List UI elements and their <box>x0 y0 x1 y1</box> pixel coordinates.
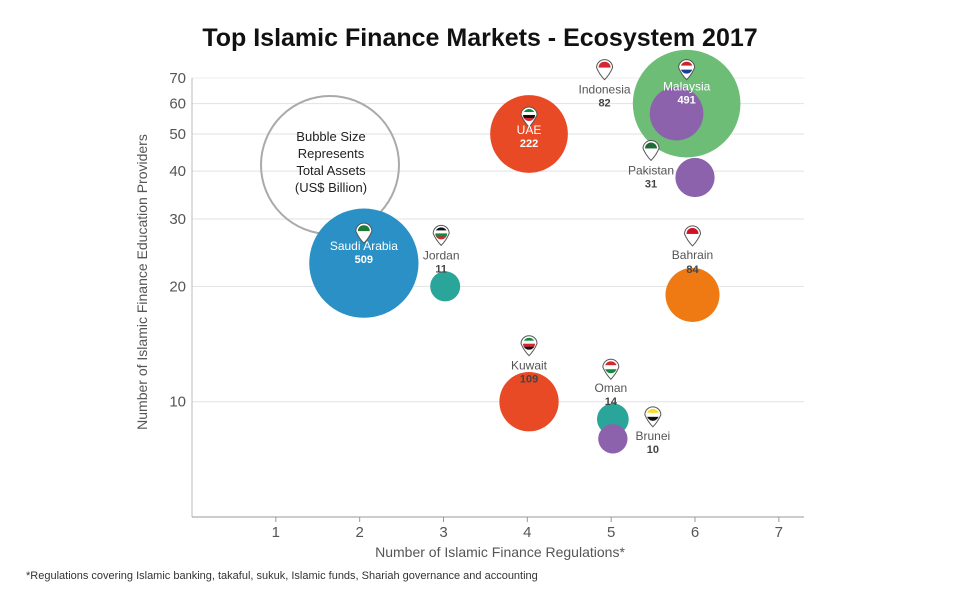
bubble-jordan <box>430 271 461 302</box>
value-bahrain: 84 <box>686 264 699 276</box>
indonesia-flag-icon <box>596 59 614 81</box>
x-tick-label: 5 <box>607 524 615 541</box>
bubble-size-legend: Bubble Size Represents Total Assets (US$… <box>260 95 400 235</box>
chart-title: Top Islamic Finance Markets - Ecosystem … <box>202 24 758 52</box>
bubble-saudi-arabia <box>309 208 419 318</box>
label-kuwait: Kuwait <box>511 359 548 373</box>
oman-flag-icon <box>602 358 620 380</box>
y-tick-label: 20 <box>169 278 186 295</box>
legend-line-3: Total Assets <box>296 163 366 178</box>
bubble-brunei <box>598 424 628 454</box>
label-saudi-arabia: Saudi Arabia <box>330 239 398 253</box>
footnote: *Regulations covering Islamic banking, t… <box>26 570 538 582</box>
tick-labels: 10 20 30 40 50 60 70 1 2 3 4 5 6 7 <box>169 70 783 541</box>
value-malaysia: 491 <box>677 95 695 107</box>
bubble-kuwait <box>499 372 559 432</box>
x-tick-label: 1 <box>272 524 280 541</box>
bubble-uae <box>490 95 568 173</box>
legend-line-2: Represents <box>298 146 365 161</box>
value-kuwait: 109 <box>520 374 538 386</box>
y-tick-label: 30 <box>169 211 186 228</box>
bubble-indonesia <box>649 86 704 141</box>
label-malaysia: Malaysia <box>663 80 711 94</box>
value-pakistan: 31 <box>645 178 657 190</box>
value-jordan: 11 <box>435 263 447 275</box>
malaysia-flag-icon <box>678 59 696 81</box>
bubbles <box>309 49 741 454</box>
legend-line-4: (US$ Billion) <box>295 180 367 195</box>
bubble-bahrain <box>665 267 720 322</box>
y-tick-label: 40 <box>169 163 186 180</box>
jordan-flag-icon <box>432 224 450 247</box>
bubble-chart: 10 20 30 40 50 60 70 1 2 3 4 5 6 7 Bubble Size Repres… <box>134 49 804 560</box>
x-tick-label: 6 <box>691 524 699 541</box>
x-tick-label: 7 <box>775 524 783 541</box>
uae-flag-icon <box>520 106 538 128</box>
label-jordan: Jordan <box>423 248 460 262</box>
pakistan-flag-icon <box>642 140 660 162</box>
x-tick-label: 2 <box>355 524 363 541</box>
label-oman: Oman <box>595 381 628 395</box>
y-tick-label: 10 <box>169 394 186 411</box>
y-tick-label: 70 <box>169 70 186 87</box>
kuwait-flag-icon <box>520 335 538 357</box>
value-brunei: 10 <box>647 444 659 456</box>
value-saudi-arabia: 509 <box>355 254 373 266</box>
label-indonesia: Indonesia <box>579 83 631 97</box>
value-indonesia: 82 <box>598 98 610 110</box>
bahrain-flag-icon <box>683 225 701 247</box>
x-tick-label: 3 <box>439 524 447 541</box>
value-uae: 222 <box>520 138 538 150</box>
y-tick-label: 50 <box>169 126 186 143</box>
legend-line-1: Bubble Size <box>296 129 365 144</box>
y-axis-label: Number of Islamic Finance Education Prov… <box>134 134 150 430</box>
brunei-flag-icon <box>644 406 662 428</box>
label-bahrain: Bahrain <box>672 248 713 262</box>
saudi-arabia-flag-icon <box>355 222 373 244</box>
bubble-pakistan <box>675 157 715 198</box>
axes <box>191 78 804 518</box>
label-pakistan: Pakistan <box>628 163 674 177</box>
x-tick-label: 4 <box>523 524 531 541</box>
label-uae: UAE <box>517 123 542 137</box>
value-oman: 14 <box>605 396 618 408</box>
label-brunei: Brunei <box>636 429 671 443</box>
x-axis-label: Number of Islamic Finance Regulations* <box>375 544 625 560</box>
y-tick-label: 60 <box>169 96 186 113</box>
